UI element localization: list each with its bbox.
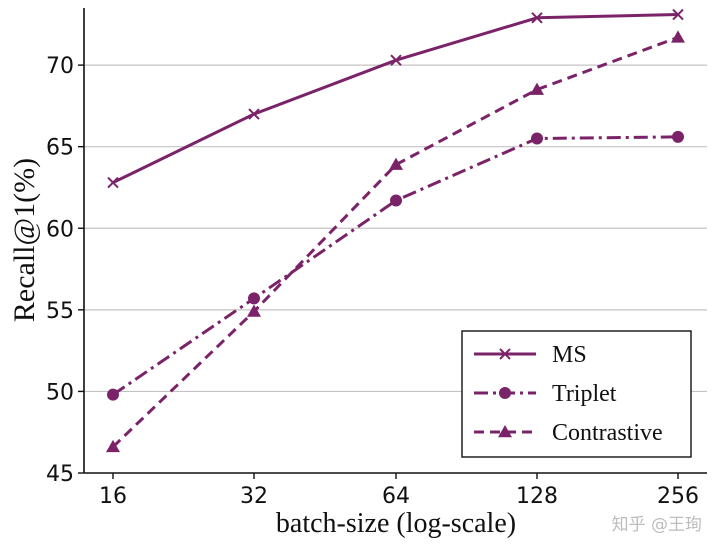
y-axis-title: Recall@1(%) — [8, 158, 41, 322]
series-layer — [106, 8, 685, 453]
point-contrastive-64 — [389, 157, 403, 170]
point-triplet-32 — [248, 292, 260, 305]
point-ms-256 — [672, 8, 684, 21]
legend-label-contrastive: Contrastive — [552, 420, 663, 446]
x-tick-label-64: 64 — [382, 484, 410, 509]
point-ms-16 — [107, 176, 119, 189]
point-ms-128 — [531, 12, 543, 24]
point-triplet-16 — [107, 388, 119, 401]
point-triplet-128 — [531, 132, 543, 145]
point-contrastive-16 — [106, 439, 120, 453]
x-tick-label-32: 32 — [240, 484, 268, 509]
y-tick-label-50: 50 — [46, 380, 74, 405]
point-triplet-256 — [672, 130, 684, 143]
point-ms-32 — [248, 108, 260, 120]
legend-marker-contrastive — [498, 425, 512, 438]
ticks: 45 50 55 60 65 70 16 32 64 128 256 — [46, 54, 699, 509]
legend-label-ms: MS — [552, 342, 587, 368]
x-axis-title: batch-size (log-scale) — [276, 508, 516, 539]
legend-marker-ms — [499, 348, 511, 360]
y-tick-label-45: 45 — [46, 462, 74, 487]
point-contrastive-128 — [530, 82, 544, 95]
watermark-text: 知乎 @王珣 — [611, 515, 702, 535]
point-contrastive-256 — [671, 30, 685, 43]
y-tick-label-70: 70 — [46, 54, 74, 79]
x-tick-label-128: 128 — [516, 484, 558, 509]
legend-label-triplet: Triplet — [552, 381, 617, 407]
legend-marker-triplet — [499, 387, 511, 399]
point-contrastive-32 — [247, 304, 261, 317]
x-tick-label-256: 256 — [657, 484, 699, 509]
point-ms-64 — [390, 54, 402, 66]
series-line-contrastive — [111, 35, 679, 448]
y-tick-label-55: 55 — [46, 299, 74, 324]
legend: MS Triplet Contrastive — [461, 330, 692, 458]
point-triplet-64 — [390, 194, 402, 207]
x-tick-label-16: 16 — [99, 484, 127, 509]
y-tick-label-65: 65 — [46, 136, 74, 161]
y-tick-label-60: 60 — [46, 217, 74, 242]
series-line-ms — [112, 13, 679, 184]
